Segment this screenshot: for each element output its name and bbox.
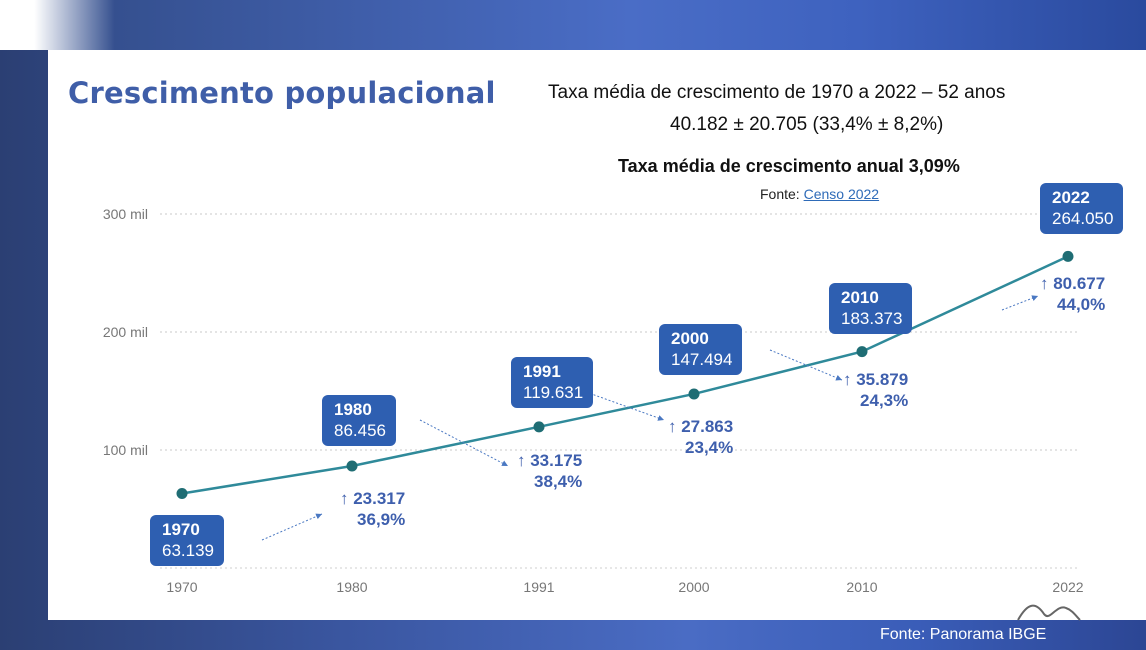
x-tick-label: 2000: [678, 579, 709, 595]
callout-population: 147.494: [671, 350, 733, 369]
ibge-logo-icon: [1017, 604, 1081, 621]
growth-annotation: ↑ 80.677 44,0%: [1040, 273, 1105, 315]
population-series-line: [181, 255, 1069, 495]
data-point: [346, 460, 358, 472]
growth-annotation: ↑ 27.863 23,4%: [668, 416, 733, 458]
x-tick-label: 1991: [523, 579, 554, 595]
callout-year: 1970: [162, 520, 200, 539]
growth-annotation: ↑ 23.317 36,9%: [340, 488, 405, 530]
growth-value: 35.879: [851, 370, 909, 389]
growth-annotation: ↑ 35.879 24,3%: [843, 369, 908, 411]
callout-population: 86.456: [334, 421, 386, 440]
data-point: [1062, 250, 1074, 262]
up-arrow-icon: ↑: [1040, 274, 1049, 293]
x-tick-label: 2022: [1052, 579, 1083, 595]
up-arrow-icon: ↑: [340, 489, 349, 508]
callout-year: 1991: [523, 362, 561, 381]
data-label-callout: 1970 63.139: [150, 515, 224, 566]
callout-year: 1980: [334, 400, 372, 419]
growth-pointer: [585, 391, 665, 421]
up-arrow-icon: ↑: [843, 370, 852, 389]
average-growth-values: 40.182 ± 20.705 (33,4% ± 8,2%): [670, 114, 944, 135]
average-growth-period: Taxa média de crescimento de 1970 a 2022…: [548, 82, 1006, 103]
callout-population: 264.050: [1052, 209, 1114, 228]
growth-value: 80.677: [1048, 274, 1106, 293]
data-label-callout: 2022 264.050: [1040, 183, 1124, 234]
callout-population: 183.373: [841, 309, 903, 328]
callout-population: 63.139: [162, 541, 214, 560]
growth-pointer: [419, 419, 509, 467]
data-label-callout: 2010 183.373: [829, 283, 913, 334]
y-tick-label: 100 mil: [103, 442, 148, 458]
data-label-callout: 1991 119.631: [511, 357, 594, 408]
source-prefix: Fonte:: [760, 186, 804, 202]
growth-percent: 44,0%: [1057, 295, 1106, 314]
growth-value: 23.317: [348, 489, 406, 508]
y-tick-label: 200 mil: [103, 324, 148, 340]
data-label-callout: 2000 147.494: [659, 324, 743, 375]
data-point: [176, 487, 188, 499]
data-point: [688, 388, 700, 400]
data-label-callout: 1980 86.456: [322, 395, 396, 446]
growth-pointer: [769, 349, 843, 381]
header-band: [0, 0, 1146, 50]
growth-annotation: ↑ 33.175 38,4%: [517, 450, 582, 492]
up-arrow-icon: ↑: [668, 417, 677, 436]
growth-percent: 24,3%: [860, 391, 909, 410]
up-arrow-icon: ↑: [517, 451, 526, 470]
growth-percent: 38,4%: [534, 472, 583, 491]
slide-card: [48, 50, 1146, 620]
growth-percent: 36,9%: [357, 510, 406, 529]
callout-year: 2000: [671, 329, 709, 348]
y-tick-label: 300 mil: [103, 206, 148, 222]
footer-source: Fonte: Panorama IBGE: [880, 626, 1047, 643]
x-tick-label: 2010: [846, 579, 877, 595]
data-point: [856, 346, 868, 358]
growth-pointer: [1001, 295, 1039, 311]
data-point: [533, 421, 545, 433]
growth-pointer: [261, 513, 323, 541]
callout-year: 2022: [1052, 188, 1090, 207]
x-tick-label: 1980: [336, 579, 367, 595]
page-title: Crescimento populacional: [68, 76, 496, 110]
source-line: Fonte: Censo 2022: [760, 186, 879, 202]
callout-year: 2010: [841, 288, 879, 307]
growth-value: 33.175: [525, 451, 583, 470]
x-tick-label: 1970: [166, 579, 197, 595]
annual-growth-rate: Taxa média de crescimento anual 3,09%: [618, 156, 960, 176]
growth-value: 27.863: [676, 417, 734, 436]
growth-percent: 23,4%: [685, 438, 734, 457]
callout-population: 119.631: [523, 383, 584, 402]
source-link[interactable]: Censo 2022: [803, 186, 880, 202]
